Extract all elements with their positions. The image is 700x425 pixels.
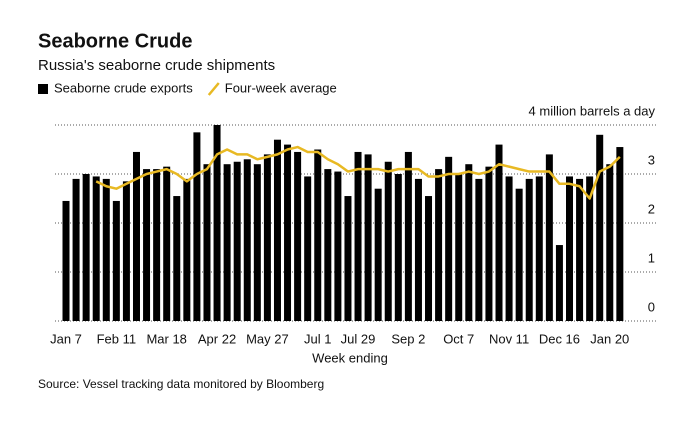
bar (555, 245, 563, 321)
bar (445, 156, 453, 321)
bar (485, 166, 493, 321)
line (95, 145, 621, 200)
x-tick-label: Jul 1 (304, 331, 331, 346)
x-tick-label: Feb 11 (97, 331, 137, 346)
bar (112, 200, 120, 321)
bar (586, 176, 594, 321)
bar (263, 154, 271, 321)
y-tick-label: 0 (648, 299, 655, 314)
y-tick-label: 1 (648, 250, 655, 265)
bar (525, 178, 533, 321)
bar (465, 164, 473, 321)
bar (62, 200, 70, 321)
bar (253, 164, 261, 321)
bar (505, 176, 513, 321)
bar (243, 159, 251, 321)
bar (334, 171, 342, 321)
bar (354, 151, 362, 321)
bar (193, 132, 201, 321)
x-tick-label: May 27 (246, 331, 289, 346)
bar (132, 151, 140, 321)
bar (394, 174, 402, 321)
legend-label: Seaborne crude exports (54, 80, 193, 95)
y-tick-label: 2 (648, 201, 655, 216)
bar (596, 134, 604, 321)
bar (475, 178, 483, 321)
bar (404, 151, 412, 321)
x-tick-label: Jan 20 (590, 331, 629, 346)
bar (143, 169, 151, 321)
source: Source: Vessel tracking data monitored b… (38, 377, 324, 391)
x-tick-label: Sep 2 (391, 331, 425, 346)
bar (173, 196, 181, 321)
x-tick-label: Oct 7 (443, 331, 474, 346)
x-tick-label: Dec 16 (539, 331, 580, 346)
x-tick-label: Jan 7 (50, 331, 82, 346)
legend-swatch (207, 82, 220, 96)
bar (324, 169, 332, 321)
bar (515, 188, 523, 321)
bar (425, 196, 433, 321)
x-tick-label: Jul 29 (341, 331, 376, 346)
bar (223, 164, 231, 321)
bar (284, 144, 292, 321)
bar (566, 176, 573, 321)
bar (213, 125, 221, 321)
bar (435, 169, 443, 321)
x-tick-label: Apr 22 (198, 331, 236, 346)
x-axis-label: Week ending (312, 350, 388, 365)
bar (92, 176, 100, 321)
chart-subtitle: Russia's seaborne crude shipments (38, 57, 275, 74)
bar (495, 144, 503, 321)
bar (304, 176, 312, 321)
bar (183, 178, 191, 321)
bar (72, 178, 80, 321)
bar (102, 178, 110, 321)
bar (374, 188, 382, 321)
bar (163, 166, 171, 321)
x-tick-label: Nov 11 (489, 331, 529, 346)
bar (616, 147, 624, 321)
chart-title: Seaborne Crude (38, 30, 192, 52)
bar (576, 178, 584, 321)
bar (273, 139, 281, 321)
bar (82, 174, 90, 321)
bar (364, 154, 372, 321)
bar (606, 164, 614, 321)
bar (314, 149, 322, 321)
bar (535, 176, 543, 321)
legend-swatch (38, 84, 48, 94)
bar (344, 196, 352, 321)
bar (384, 161, 392, 321)
bar (455, 174, 463, 321)
bar (203, 164, 211, 321)
y-tick-label: 4 million barrels a day (529, 103, 656, 118)
bar (294, 151, 302, 321)
bar (122, 181, 130, 321)
y-tick-label: 3 (648, 152, 655, 167)
legend-label: Four-week average (225, 80, 337, 95)
x-tick-label: Mar 18 (146, 331, 186, 346)
bar (233, 161, 241, 321)
bar (545, 154, 553, 321)
bar (153, 169, 161, 321)
bar (414, 178, 422, 321)
